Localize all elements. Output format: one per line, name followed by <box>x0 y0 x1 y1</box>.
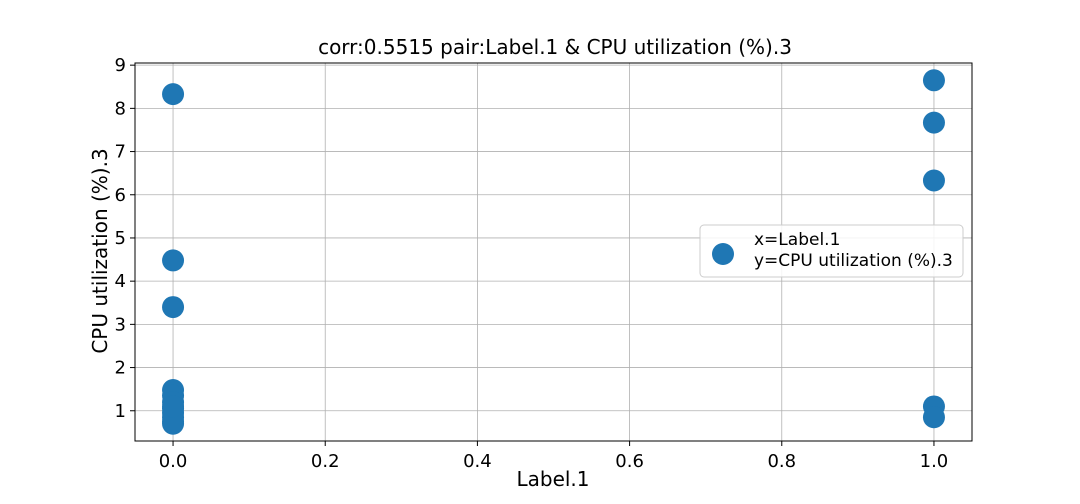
data-point <box>162 249 185 272</box>
data-point <box>162 83 185 106</box>
y-tick-label: 6 <box>115 185 126 206</box>
y-tick-label: 8 <box>115 98 126 119</box>
data-point <box>922 169 945 192</box>
x-tick-label: 1.0 <box>920 451 949 472</box>
y-axis-label: CPU utilization (%).3 <box>88 148 112 353</box>
data-point <box>922 406 945 429</box>
data-point <box>922 111 945 134</box>
x-tick-label: 0.2 <box>311 451 340 472</box>
data-point <box>922 69 945 92</box>
data-points <box>162 69 945 435</box>
data-point <box>162 296 185 319</box>
legend-box <box>699 224 964 278</box>
y-tick-label: 7 <box>115 142 126 163</box>
chart-title: corr:0.5515 pair:Label.1 & CPU utilizati… <box>318 35 792 59</box>
y-tick-label: 3 <box>115 314 126 335</box>
data-point <box>162 395 185 418</box>
y-tick-label: 4 <box>115 271 126 292</box>
legend-label-y: y=CPU utilization (%).3 <box>754 251 953 271</box>
legend: x=Label.1 y=CPU utilization (%).3 <box>699 224 964 278</box>
x-axis-label: Label.1 <box>516 467 589 491</box>
plot-frame <box>134 62 973 442</box>
legend-marker <box>712 243 734 265</box>
x-tick-label: 0.6 <box>615 451 644 472</box>
y-tick-label: 2 <box>115 358 126 379</box>
y-tick-label: 9 <box>115 55 126 76</box>
legend-label-x: x=Label.1 <box>754 230 840 250</box>
x-tick-label: 0.4 <box>463 451 492 472</box>
x-tick-label: 0.0 <box>159 451 188 472</box>
data-point <box>162 412 185 435</box>
y-tick-label: 5 <box>115 228 126 249</box>
x-axis: 0.0 0.2 0.4 0.6 0.8 1.0 <box>159 441 949 472</box>
y-axis: 1 2 3 4 5 6 7 8 9 <box>115 55 135 422</box>
y-tick-label: 1 <box>115 401 126 422</box>
x-tick-label: 0.8 <box>767 451 796 472</box>
